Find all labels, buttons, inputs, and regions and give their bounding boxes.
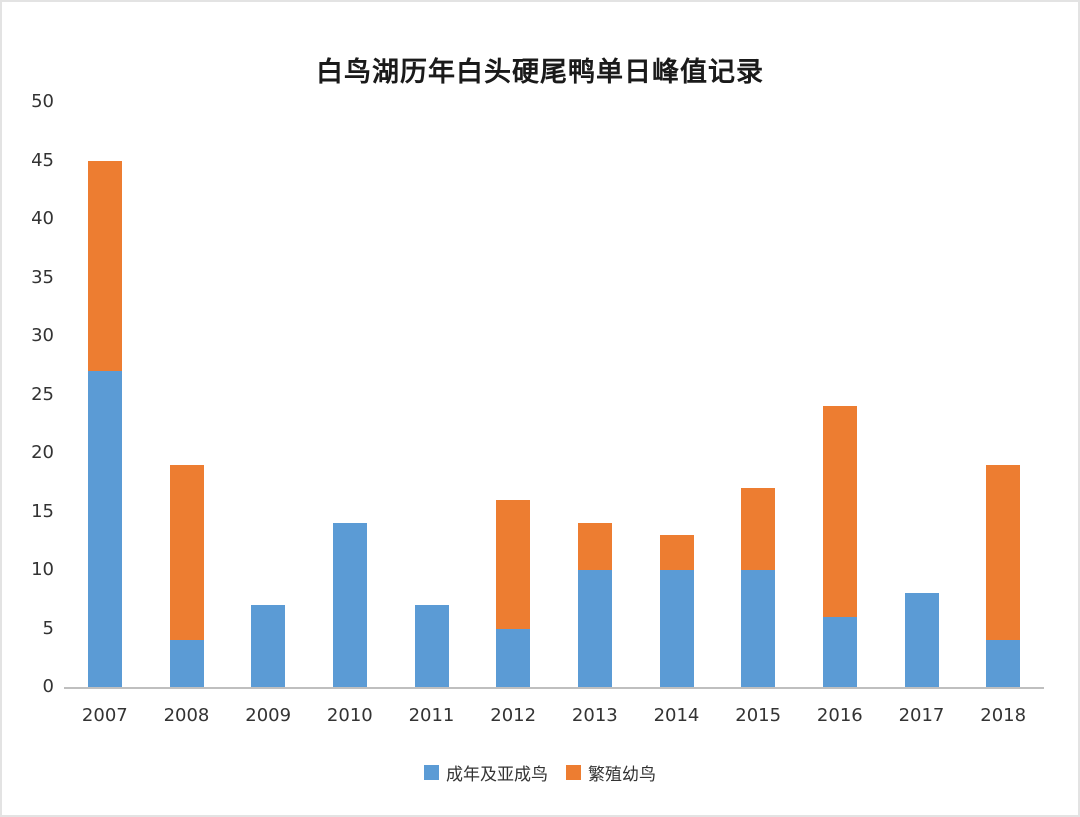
y-tick-label: 0 (42, 676, 54, 697)
y-tick-label: 45 (31, 149, 54, 171)
legend: 成年及亚成鸟 繁殖幼鸟 (2, 760, 1078, 785)
y-tick-label: 35 (31, 266, 54, 288)
bar-segment (414, 605, 449, 687)
legend-label: 繁殖幼鸟 (588, 765, 656, 785)
x-tick-label: 2016 (816, 705, 863, 726)
bar-segment (577, 570, 612, 687)
bar-segment (659, 534, 694, 570)
x-tick-label: 2007 (81, 705, 128, 726)
bar-segment (659, 570, 694, 687)
x-tick-label: 2008 (163, 705, 210, 726)
legend-swatch-icon (424, 765, 439, 780)
bar-segment (577, 523, 612, 570)
legend-item: 成年及亚成鸟 (424, 760, 548, 785)
bar-segment (741, 570, 776, 687)
bar-segment (169, 464, 204, 641)
legend-swatch-icon (566, 765, 581, 780)
bar-segment (822, 616, 857, 687)
bar-segment (332, 523, 367, 687)
bar-segment (251, 605, 286, 687)
bar-segment (169, 640, 204, 687)
bar-segment (87, 160, 122, 372)
y-tick-label: 5 (42, 617, 54, 639)
x-axis: 2007 2008 2009 2010 2011 2012 2013 2014 2015 2016… (64, 705, 1044, 731)
y-tick-label: 50 (31, 91, 54, 112)
x-tick-label: 2012 (490, 705, 537, 726)
y-axis: 0 5 10 15 20 25 30 35 40 45 50 (10, 91, 54, 697)
bar-segment (496, 628, 531, 687)
y-tick-label: 15 (31, 500, 54, 522)
bar-segment (822, 406, 857, 617)
x-tick-label: 2011 (408, 705, 455, 726)
x-tick-label: 2013 (571, 705, 618, 726)
legend-label: 成年及亚成鸟 (446, 765, 548, 785)
y-tick-label: 10 (31, 559, 54, 580)
bar-segment (87, 371, 122, 687)
y-tick-label: 25 (31, 383, 54, 405)
x-tick-label: 2014 (653, 705, 700, 726)
bar-segment (904, 593, 939, 687)
x-tick-label: 2010 (326, 705, 373, 726)
y-tick-label: 30 (31, 325, 54, 346)
bar-segment (741, 488, 776, 570)
plot-area (64, 102, 1044, 689)
bar-segment (986, 464, 1021, 641)
x-tick-label: 2017 (898, 705, 945, 726)
bar-segment (986, 640, 1021, 687)
y-tick-label: 40 (31, 208, 54, 229)
y-tick-label: 20 (31, 442, 54, 463)
x-tick-label: 2015 (735, 705, 782, 726)
chart-title: 白鸟湖历年白头硬尾鸭单日峰值记录 (316, 57, 764, 88)
bar-segment (496, 499, 531, 629)
legend-item: 繁殖幼鸟 (566, 760, 656, 785)
x-tick-label: 2009 (245, 705, 292, 726)
x-tick-label: 2018 (980, 705, 1027, 726)
